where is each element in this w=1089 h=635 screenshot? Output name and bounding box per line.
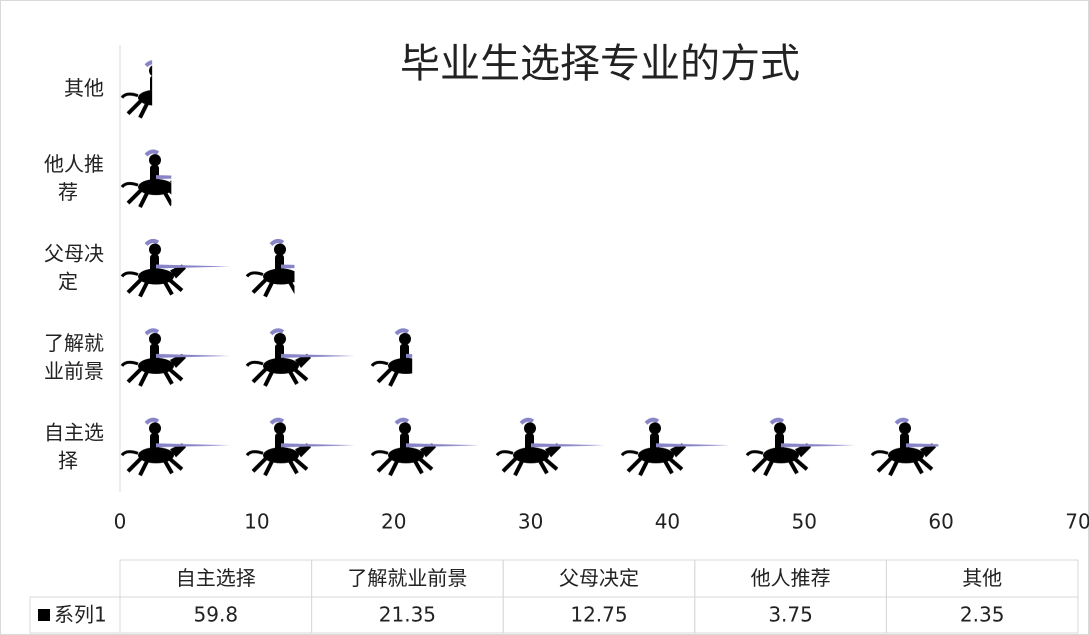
table-cell bbox=[885, 596, 1079, 634]
table-header: 其他 bbox=[962, 566, 1002, 590]
x-tick-label: 50 bbox=[792, 510, 817, 534]
x-tick-label: 30 bbox=[518, 510, 543, 534]
bar bbox=[120, 232, 295, 305]
bar bbox=[120, 53, 153, 126]
legend-label: 系列1 bbox=[54, 603, 107, 627]
x-tick-label: 10 bbox=[244, 510, 269, 534]
chart-title: 毕业生选择专业的方式 bbox=[400, 41, 800, 87]
x-tick-label: 70 bbox=[1065, 510, 1089, 534]
table-header: 自主选择 bbox=[176, 566, 256, 590]
data-label: 59.8 bbox=[194, 603, 239, 627]
x-tick-label: 60 bbox=[928, 510, 953, 534]
table-header: 了解就业前景 bbox=[347, 566, 467, 590]
y-tick-label: 他人推荐 bbox=[44, 152, 104, 204]
data-label: 2.35 bbox=[960, 603, 1005, 627]
data-label: 21.35 bbox=[379, 603, 436, 627]
y-tick-label: 其他 bbox=[64, 76, 104, 100]
x-tick-label: 0 bbox=[114, 510, 127, 534]
bar bbox=[120, 321, 413, 394]
data-label: 3.75 bbox=[768, 603, 813, 627]
legend-key bbox=[38, 609, 50, 621]
y-tick-label: 了解就业前景 bbox=[44, 330, 104, 382]
table-cell bbox=[29, 596, 121, 634]
y-tick-label: 自主选择 bbox=[44, 420, 104, 472]
x-tick-label: 40 bbox=[655, 510, 680, 534]
bar bbox=[120, 411, 939, 484]
table-header: 父母决定 bbox=[559, 566, 639, 590]
data-label: 12.75 bbox=[570, 603, 627, 627]
x-tick-label: 20 bbox=[381, 510, 406, 534]
y-tick-label: 父母决定 bbox=[44, 241, 104, 293]
bar bbox=[120, 143, 172, 216]
table-header: 他人推荐 bbox=[751, 566, 831, 590]
